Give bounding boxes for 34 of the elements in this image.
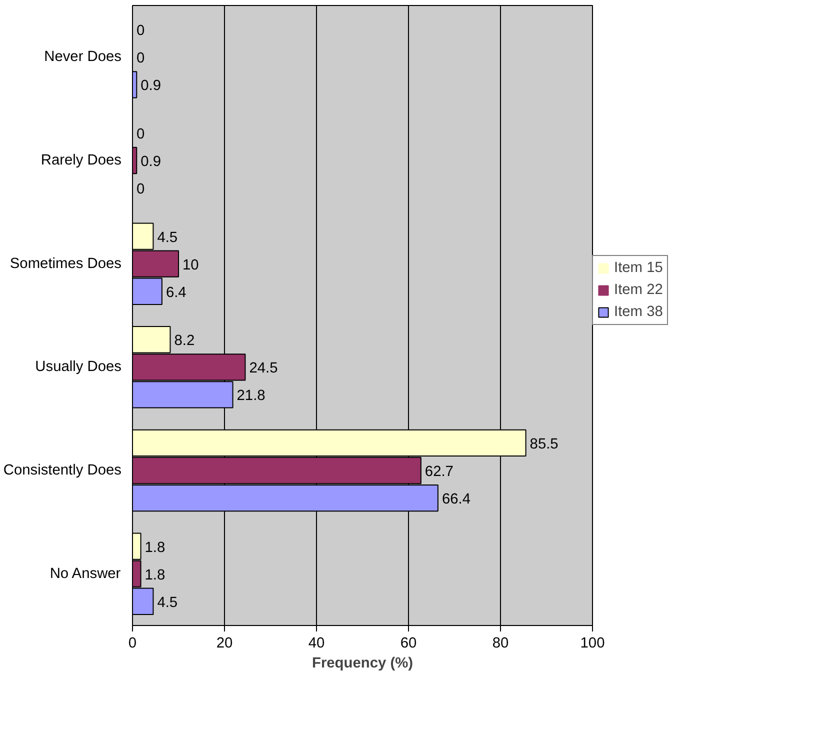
data-label: 66.4 xyxy=(442,492,470,508)
data-label: 8.2 xyxy=(174,333,195,350)
data-label: 10 xyxy=(182,257,199,274)
data-label: 0.9 xyxy=(140,154,162,170)
legend-label: Item 15 xyxy=(614,260,663,276)
x-tick-label: 80 xyxy=(492,636,509,652)
x-tick-label: 40 xyxy=(308,636,325,652)
y-tick-label: Never Does xyxy=(44,49,122,66)
data-label: 85.5 xyxy=(530,436,558,452)
y-tick-label: No Answer xyxy=(50,566,121,582)
x-axis-title: Frequency (%) xyxy=(312,656,414,672)
data-label: 4.5 xyxy=(157,594,178,611)
x-tick-label: 0 xyxy=(128,636,137,652)
data-label: 6.4 xyxy=(166,284,186,301)
data-label: 0.9 xyxy=(140,78,162,94)
x-tick-label: 100 xyxy=(580,636,605,652)
data-label: 21.8 xyxy=(236,388,266,404)
y-tick-label: Rarely Does xyxy=(40,152,122,168)
data-label: 1.8 xyxy=(144,567,166,584)
data-label: 24.5 xyxy=(249,360,278,377)
data-label: 0 xyxy=(136,182,145,198)
data-label: 0 xyxy=(136,126,145,142)
data-label: 0 xyxy=(136,23,145,40)
y-tick-label: Sometimes Does xyxy=(10,256,122,272)
data-label: 0 xyxy=(136,50,145,67)
x-tick-label: 20 xyxy=(216,636,233,652)
y-tick-label: Usually Does xyxy=(35,359,122,376)
data-label: 1.8 xyxy=(144,540,166,556)
x-tick-label: 60 xyxy=(400,636,417,652)
legend-label: Item 38 xyxy=(614,304,663,320)
legend-label: Item 22 xyxy=(614,282,663,298)
data-label: 4.5 xyxy=(157,230,178,246)
y-tick-label: Consistently Does xyxy=(3,462,122,478)
data-label: 62.7 xyxy=(424,464,454,480)
